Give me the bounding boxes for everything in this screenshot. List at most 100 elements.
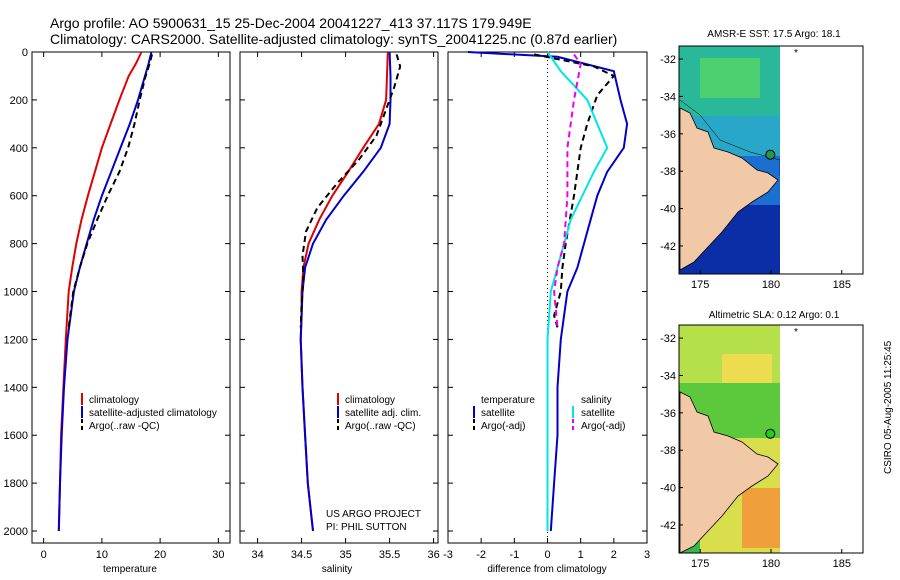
map-y-tick-label: -32	[660, 54, 676, 66]
legend-label-sal-argo: Argo(-adj)	[581, 421, 625, 432]
sst-map-title: AMSR-E SST: 17.5 Argo: 18.1	[707, 29, 841, 40]
sla-map-blank	[780, 325, 863, 553]
salinity-ticks: 34 34.5 35 35.5 36	[240, 51, 440, 561]
series-temperature-argo	[534, 53, 616, 328]
x-tick-label: -2	[476, 549, 486, 561]
sla-map: Altimetric SLA: 0.12 Argo: 0.1 175 180 185…	[660, 310, 864, 570]
x-tick-label: 34	[251, 549, 263, 561]
legend-label-satellite: satellite-adjusted climatology	[89, 408, 217, 419]
x-tick-label: 35.5	[379, 549, 400, 561]
map-x-tick-label: 185	[833, 279, 851, 291]
map-y-tick-label: -32	[660, 333, 676, 345]
temperature-xlabel: temperature	[103, 564, 157, 575]
series-satellite	[57, 51, 153, 532]
series-argo	[67, 54, 153, 328]
legend-label-argo: Argo(..raw -QC)	[89, 421, 160, 432]
salinity-legend: climatology satellite adj. clim. Argo(..…	[337, 393, 421, 432]
x-tick-label: 20	[154, 549, 166, 561]
x-tick-label: -1	[509, 549, 519, 561]
map-x-tick-label: 180	[762, 279, 780, 291]
x-tick-label: 10	[96, 549, 108, 561]
legend-label-satellite: satellite adj. clim.	[345, 408, 421, 419]
temperature-axes	[31, 51, 231, 544]
map-x-tick-label: 180	[762, 558, 780, 570]
legend-title-salinity: salinity	[581, 395, 612, 406]
title-line-2: Climatology: CARS2000. Satellite-adjuste…	[50, 31, 617, 47]
x-tick-label: 0	[544, 549, 550, 561]
difference-lines	[467, 51, 629, 532]
y-tick-label: 800	[10, 239, 28, 251]
map-x-tick-label: 185	[833, 558, 851, 570]
legend-title-temperature: temperature	[481, 395, 535, 406]
map-y-tick-label: -42	[660, 241, 676, 253]
x-tick-label: 2	[611, 549, 617, 561]
map-y-tick-label: -40	[660, 483, 676, 495]
y-tick-label: 0	[22, 47, 28, 59]
sla-map-ticks: 175 180 185 -32 -34 -36 -38 -40 -42	[660, 333, 851, 570]
difference-legend-temperature: temperature satellite Argo(-adj)	[473, 395, 535, 432]
difference-xlabel: difference from climatology	[487, 564, 606, 575]
x-tick-label: 35	[339, 549, 351, 561]
sst-map: AMSR-E SST: 17.5 Argo: 18.1 175 180 185 -32…	[660, 29, 864, 291]
series-salinity-argo	[553, 53, 582, 328]
series-argo	[299, 54, 402, 328]
series-satellite	[299, 51, 392, 532]
y-tick-label: 1200	[4, 334, 28, 346]
sla-marker-star: *	[794, 327, 798, 338]
legend-label-climatology: climatology	[345, 395, 395, 406]
legend-label-climatology: climatology	[89, 395, 139, 406]
map-y-tick-label: -36	[660, 408, 676, 420]
y-tick-label: 1000	[4, 287, 28, 299]
map-y-tick-label: -34	[660, 370, 676, 382]
map-y-tick-label: -40	[660, 204, 676, 216]
y-tick-label: 600	[10, 191, 28, 203]
legend-label-temp-satellite: satellite	[481, 408, 515, 419]
map-y-tick-label: -34	[660, 91, 676, 103]
side-caption: CSIRO 05-Aug-2005 11:25:45	[883, 340, 894, 474]
map-y-tick-label: -36	[660, 129, 676, 141]
legend-label-sal-satellite: satellite	[581, 408, 615, 419]
difference-ticks: -3 -2 -1 0 1 2 3	[443, 51, 650, 561]
x-tick-label: -3	[443, 549, 453, 561]
x-tick-label: 36	[427, 549, 439, 561]
sst-float-marker	[765, 149, 776, 160]
x-tick-label: 1	[578, 549, 584, 561]
sst-land-northland	[679, 107, 779, 271]
legend-label-argo: Argo(..raw -QC)	[345, 421, 416, 432]
temperature-lines	[57, 51, 153, 532]
temperature-panel: 0 10 20 30 0 200 400 600 800 1000 1200 1400 1600 1800…	[4, 47, 231, 575]
y-tick-label: 1400	[4, 382, 28, 394]
temperature-legend: climatology satellite-adjusted climatolo…	[81, 393, 217, 432]
y-tick-label: 400	[10, 143, 28, 155]
project-note-line-1: US ARGO PROJECT	[326, 509, 421, 520]
x-tick-label: 30	[212, 549, 224, 561]
sla-band-max	[742, 488, 780, 548]
sla-map-title: Altimetric SLA: 0.12 Argo: 0.1	[709, 310, 840, 321]
sla-land-northland	[679, 391, 779, 554]
salinity-lines	[299, 51, 402, 532]
y-tick-label: 1600	[4, 430, 28, 442]
sst-map-blank	[780, 46, 863, 274]
title-line-1: Argo profile: AO 5900631_15 25-Dec-2004 …	[50, 15, 532, 31]
salinity-panel: 34 34.5 35 35.5 36 salinity climatology sate…	[239, 51, 440, 575]
series-temperature-satellite	[467, 51, 629, 532]
x-tick-label: 0	[41, 549, 47, 561]
x-tick-label: 34.5	[291, 549, 312, 561]
sla-float-marker	[765, 428, 776, 439]
legend-label-temp-argo: Argo(-adj)	[481, 421, 525, 432]
project-note-line-2: PI: PHIL SUTTON	[326, 522, 407, 533]
y-tick-label: 2000	[4, 526, 28, 538]
temperature-ticks: 0 10 20 30 0 200 400 600 800 1000 1200 1400 1600 1800…	[4, 47, 230, 561]
difference-legend-salinity: salinity satellite Argo(-adj)	[572, 395, 625, 432]
map-x-tick-label: 175	[691, 558, 709, 570]
y-tick-label: 1800	[4, 478, 28, 490]
map-y-tick-label: -42	[660, 520, 676, 532]
y-tick-label: 200	[10, 95, 28, 107]
salinity-axes	[239, 51, 439, 544]
x-tick-label: 3	[644, 549, 650, 561]
sst-map-ticks: 175 180 185 -32 -34 -36 -38 -40 -42	[660, 54, 851, 291]
salinity-xlabel: salinity	[322, 564, 353, 575]
map-y-tick-label: -38	[660, 445, 676, 457]
series-climatology	[299, 51, 389, 532]
